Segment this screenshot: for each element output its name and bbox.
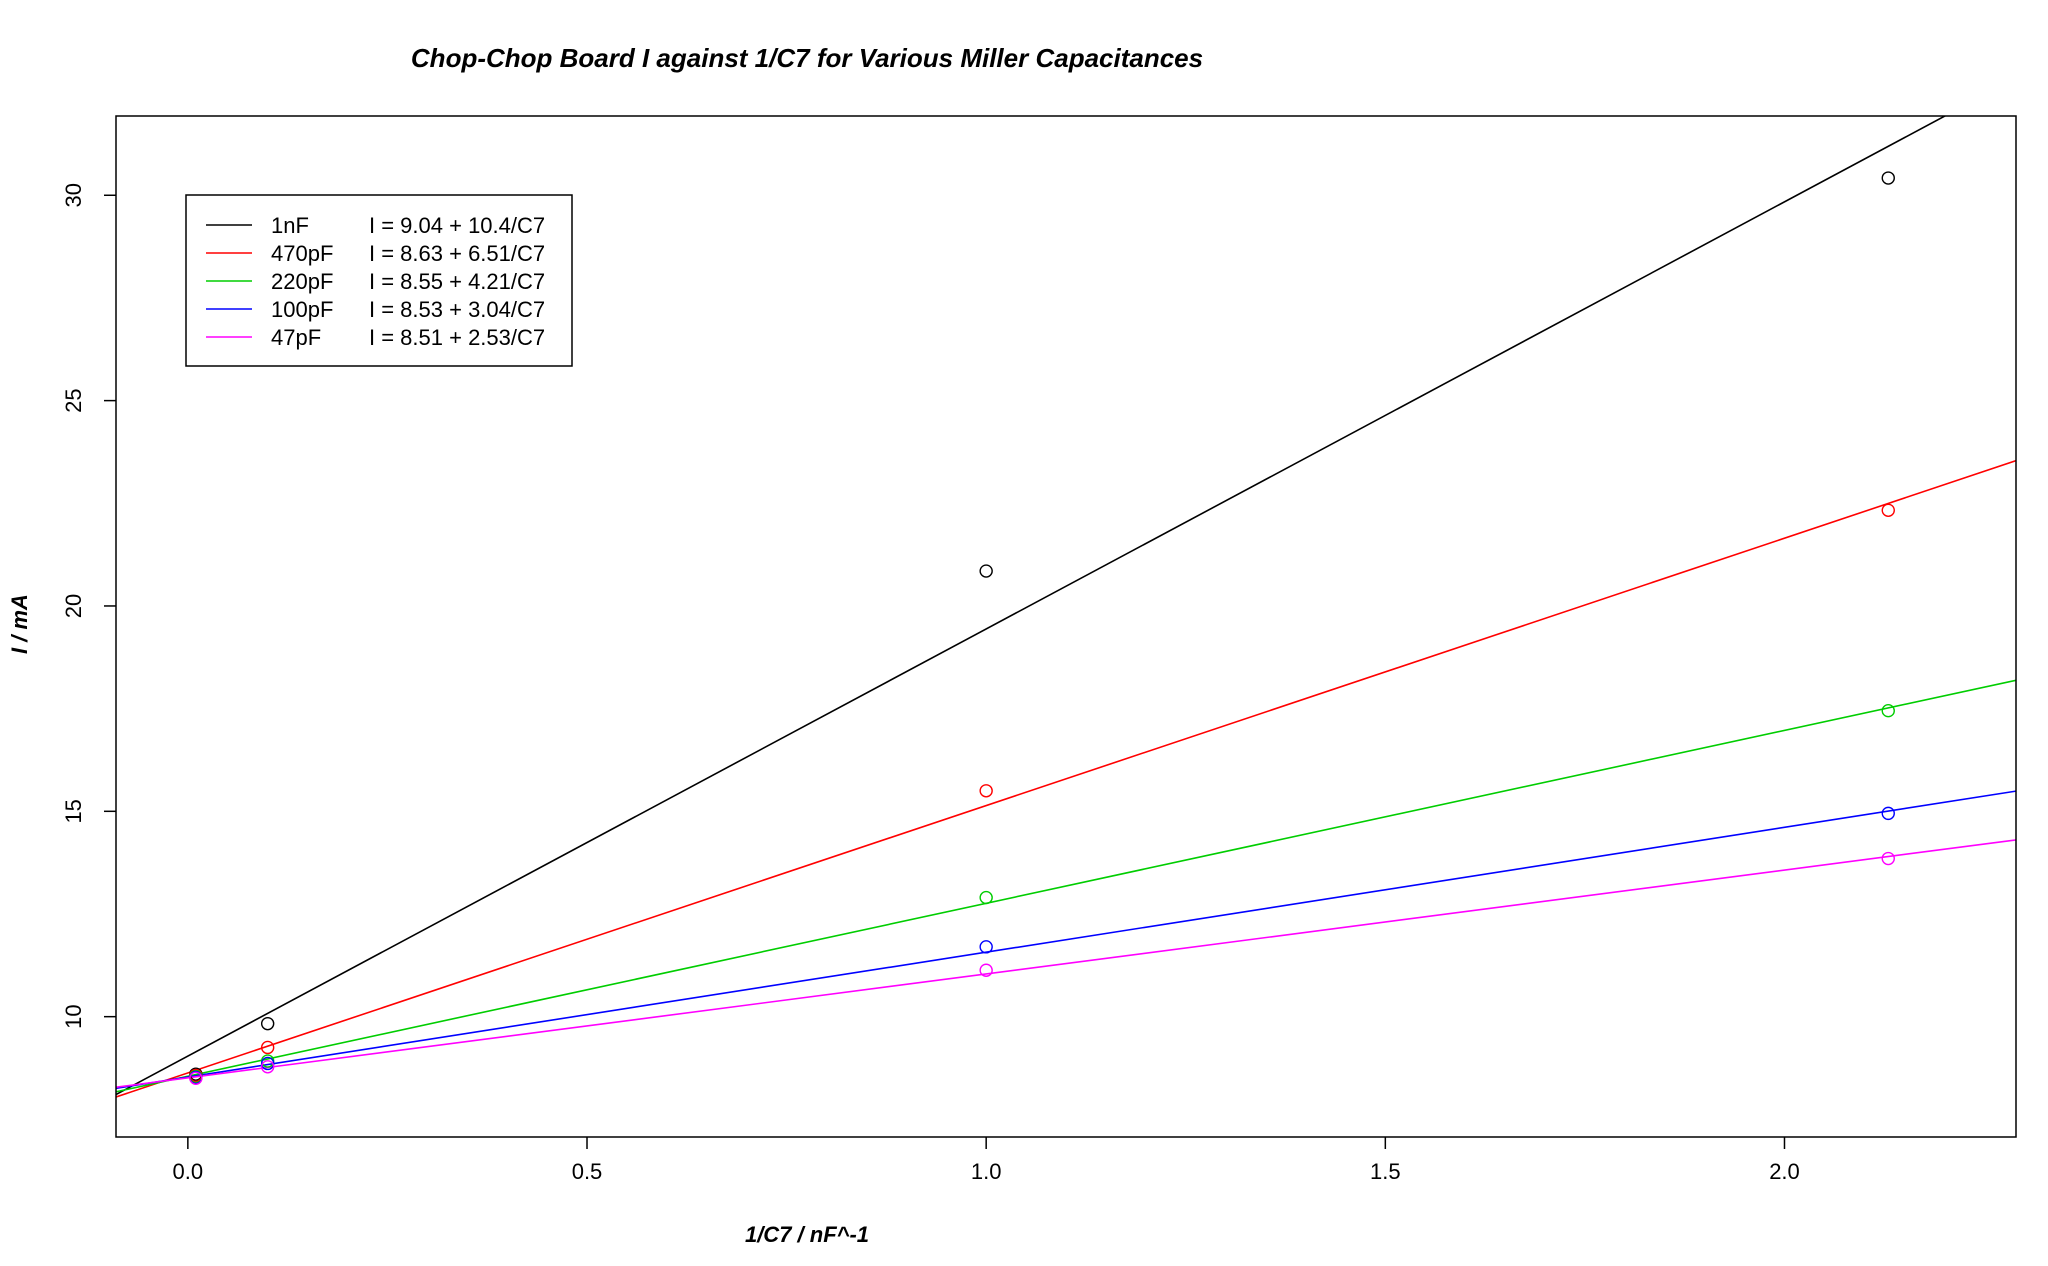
legend-equation: I = 8.55 + 4.21/C7 — [369, 269, 545, 294]
fit-line-1nF — [116, 116, 1947, 1096]
data-point-220pF — [1881, 703, 1895, 718]
data-point-1nF — [1881, 171, 1895, 185]
legend-equation: I = 8.63 + 6.51/C7 — [369, 241, 545, 266]
y-tick-label: 25 — [61, 388, 86, 412]
data-point-470pF — [1881, 503, 1895, 517]
y-tick-label: 15 — [61, 799, 86, 823]
legend-series-name: 470pF — [271, 241, 333, 266]
x-tick-label: 2.0 — [1769, 1159, 1800, 1184]
fit-line-100pF — [116, 790, 2016, 1090]
y-tick-label: 30 — [61, 183, 86, 207]
data-point-1nF — [260, 1016, 275, 1031]
data-point-100pF — [979, 940, 993, 954]
legend-equation: I = 8.51 + 2.53/C7 — [369, 325, 545, 350]
x-tick-label: 1.5 — [1370, 1159, 1401, 1184]
y-tick-label: 10 — [61, 1004, 86, 1028]
data-point-100pF — [1881, 806, 1895, 821]
data-point-470pF — [260, 1040, 275, 1055]
data-point-47pF — [260, 1060, 275, 1074]
data-point-47pF — [189, 1071, 203, 1085]
data-point-100pF — [260, 1056, 275, 1071]
data-point-1nF — [979, 564, 993, 578]
legend-series-name: 220pF — [271, 269, 333, 294]
x-tick-label: 0.0 — [173, 1159, 204, 1184]
data-point-47pF — [1881, 851, 1895, 866]
plot-area: 0.0 0.5 1.0 1.5 2.0 10 15 20 25 30 — [61, 115, 2017, 1184]
data-point-47pF — [979, 963, 993, 977]
x-tick-label: 1.0 — [971, 1159, 1002, 1184]
fit-line-47pF — [116, 839, 2016, 1089]
legend: 1nF I = 9.04 + 10.4/C7 470pF I = 8.63 + 6.5… — [185, 194, 573, 367]
data-points — [189, 171, 1895, 1085]
x-axis: 0.0 0.5 1.0 1.5 2.0 — [173, 1137, 1800, 1184]
y-axis: 10 15 20 25 30 — [61, 183, 116, 1029]
data-point-470pF — [979, 784, 993, 798]
x-axis-label: 1/C7 / nF^-1 — [745, 1222, 869, 1247]
fit-lines — [116, 116, 2016, 1098]
y-tick-label: 20 — [61, 594, 86, 618]
legend-series-name: 47pF — [271, 325, 321, 350]
legend-equation: I = 9.04 + 10.4/C7 — [369, 213, 545, 238]
legend-series-name: 1nF — [271, 213, 309, 238]
fit-line-470pF — [116, 459, 2016, 1098]
legend-equation: I = 8.53 + 3.04/C7 — [369, 297, 545, 322]
fit-line-220pF — [116, 679, 2016, 1093]
x-tick-label: 0.5 — [572, 1159, 603, 1184]
data-point-220pF — [979, 890, 993, 905]
legend-series-name: 100pF — [271, 297, 333, 322]
plot-frame — [115, 115, 2017, 1138]
chart-title: Chop-Chop Board I against 1/C7 for Vario… — [411, 43, 1203, 73]
y-axis-label: I / mA — [7, 594, 32, 654]
